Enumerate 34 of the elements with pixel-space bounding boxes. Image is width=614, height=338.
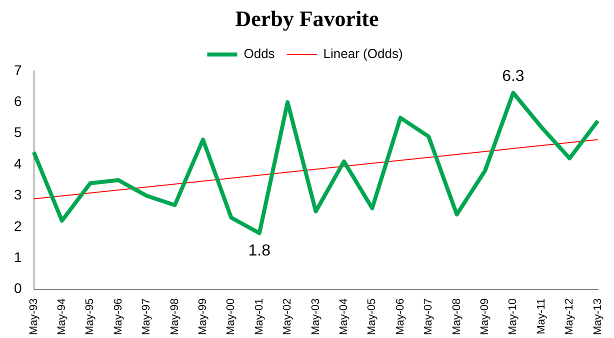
x-tick-label: May-95: [84, 298, 96, 336]
y-tick-label: 7: [14, 62, 22, 78]
legend-label: Linear (Odds): [323, 46, 403, 62]
x-tick-label: May-10: [507, 298, 520, 336]
y-tick-label: 1: [14, 248, 22, 265]
x-tick-label: May-01: [253, 298, 266, 336]
data-label: 6.3: [502, 68, 524, 86]
x-tick-label: May-02: [282, 298, 294, 336]
x-tick-label: May-09: [479, 298, 492, 336]
x-tick-label: May-97: [140, 298, 153, 336]
y-tick-label: 3: [14, 186, 22, 203]
data-label: 1.8: [248, 242, 271, 260]
legend-label: Odds: [244, 46, 276, 62]
x-tick-label: May-93: [28, 298, 40, 336]
y-tick-label: 4: [14, 155, 22, 172]
x-tick-label: May-03: [310, 298, 322, 336]
x-tick-label: May-05: [366, 298, 378, 336]
chart-title: Derby Favorite: [234, 6, 380, 33]
x-tick-label: May-08: [450, 298, 463, 336]
x-tick-label: May-04: [338, 298, 350, 336]
x-tick-label: May-00: [225, 298, 238, 336]
x-tick-label: May-98: [168, 298, 181, 336]
y-tick-label: 0: [14, 280, 22, 296]
x-tick-label: May-96: [112, 298, 124, 336]
y-tick-label: 2: [14, 218, 22, 234]
x-tick-label: May-06: [394, 298, 406, 336]
y-tick-label: 5: [14, 124, 22, 140]
x-tick-label: May-94: [56, 298, 68, 336]
x-tick-label: May-12: [564, 298, 576, 336]
x-tick-label: May-11: [535, 298, 548, 334]
x-tick-label: May-07: [422, 298, 435, 336]
y-tick-label: 6: [14, 93, 22, 110]
x-tick-label: May-99: [197, 298, 210, 336]
x-tick-label: May-13: [592, 298, 604, 336]
